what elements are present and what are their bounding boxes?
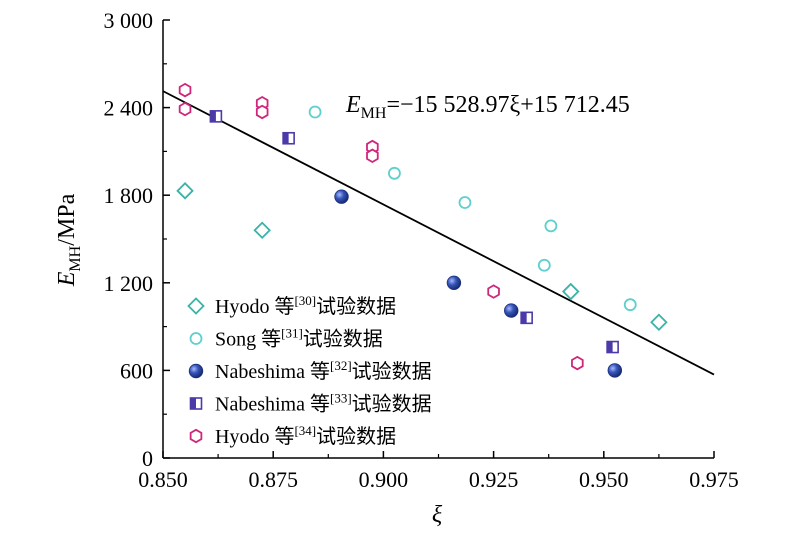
- data-point-s3-3: [504, 303, 519, 318]
- data-point-s2-5: [537, 258, 551, 272]
- y-tick-label: 600: [120, 358, 153, 383]
- fit-equation-rhs: =−15 528.97ξ+15 712.45: [386, 92, 629, 118]
- legend-label-4: Nabeshima 等[33]试验数据: [215, 391, 432, 416]
- y-tick-label: 1 200: [104, 271, 154, 296]
- x-tick-label: 0.900: [359, 467, 409, 492]
- data-point-s5-1: [178, 82, 192, 98]
- data-point-s2-6: [623, 298, 637, 312]
- data-point-s4-4: [606, 340, 619, 354]
- legend-label-1: Hyodo 等[30]试验数据: [215, 293, 396, 318]
- y-tick-label: 0: [142, 446, 153, 471]
- y-tick-label: 1 800: [104, 183, 154, 208]
- data-point-s2-3: [458, 196, 472, 209]
- fit-equation-lhs: E: [345, 92, 361, 118]
- axes: 0.850 0.875 0.900 0.925 0.950 0.975 0 600 1 200 1…: [104, 8, 739, 492]
- legend-marker-5: [189, 428, 203, 444]
- legend-label-2: Song 等[31]试验数据: [215, 326, 383, 351]
- y-axis-label-main: E: [54, 271, 80, 287]
- data-point-s1-2: [253, 221, 271, 240]
- legend-marker-2: [189, 332, 203, 345]
- legend-label-3: Nabeshima 等[32]试验数据: [215, 358, 432, 383]
- data-point-s3-4: [607, 363, 623, 378]
- y-tick-label: 3 000: [104, 8, 154, 33]
- fit-equation: EMH=−15 528.97ξ+15 712.45: [345, 92, 630, 122]
- y-axis-label: EMH/MPa: [54, 193, 84, 287]
- fit-equation-lhs-sub: MH: [361, 105, 387, 122]
- x-tick-label: 0.950: [579, 467, 629, 492]
- data-point-s5-2: [178, 101, 192, 117]
- x-tick-label: 0.875: [248, 467, 298, 492]
- data-point-s2-1: [308, 105, 322, 119]
- data-point-s1-3: [561, 282, 580, 301]
- fit-line: [162, 90, 715, 376]
- legend-marker-4: [189, 397, 203, 410]
- data-point-s1-4: [650, 313, 668, 331]
- data-point-s5-6: [366, 148, 379, 164]
- data-points: [176, 82, 668, 378]
- x-axis-label: ξ: [432, 502, 443, 528]
- labels-group: EMH=−15 528.97ξ+15 712.45 ξ EMH/MPa: [54, 92, 630, 528]
- x-tick-label: 0.850: [138, 467, 188, 492]
- y-axis-label-unit: /MPa: [54, 193, 80, 245]
- y-tick-label: 2 400: [104, 96, 154, 121]
- legend-label-5: Hyodo 等[34]试验数据: [215, 423, 396, 448]
- data-point-s4-3: [520, 311, 533, 325]
- data-point-s5-8: [571, 355, 584, 371]
- data-point-s4-1: [209, 110, 223, 123]
- data-point-s3-2: [446, 275, 462, 291]
- x-tick-label: 0.975: [689, 467, 739, 492]
- data-point-s2-4: [544, 219, 558, 233]
- legend-marker-3: [188, 363, 204, 379]
- data-point-s4-2: [282, 131, 295, 145]
- fit-line-group: [162, 90, 715, 376]
- data-point-s5-7: [487, 284, 500, 299]
- legend-marker-1: [187, 297, 205, 315]
- data-point-s1-1: [176, 182, 194, 200]
- data-point-s2-2: [388, 166, 401, 180]
- legend: Hyodo 等[30]试验数据 Song 等[31]试验数据 Nabeshima 等…: [187, 293, 432, 448]
- y-axis-label-sub: MH: [67, 245, 84, 271]
- data-point-s3-1: [334, 189, 349, 204]
- data-point-s5-4: [255, 104, 269, 120]
- x-tick-label: 0.925: [469, 467, 519, 492]
